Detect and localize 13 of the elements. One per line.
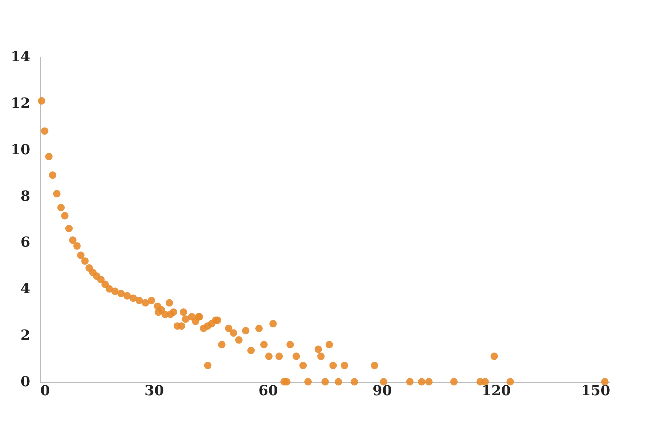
x-tick-label: 60 — [258, 384, 278, 400]
y-tick-label: 4 — [20, 282, 31, 298]
y-tick-label: 12 — [11, 96, 30, 112]
x-tick-label: 30 — [144, 384, 164, 400]
y-tick-label: 8 — [20, 188, 30, 205]
x-tick-label: 150 — [581, 384, 611, 400]
y-tick-label: 10 — [11, 142, 31, 158]
y-tick-label: 2 — [20, 328, 30, 344]
y-tick-label: 6 — [20, 235, 30, 252]
x-tick-label: 120 — [482, 384, 512, 400]
x-tick-label: 90 — [372, 384, 392, 400]
x-tick-label: 0 — [40, 384, 50, 400]
y-tick-label: 14 — [11, 50, 31, 66]
